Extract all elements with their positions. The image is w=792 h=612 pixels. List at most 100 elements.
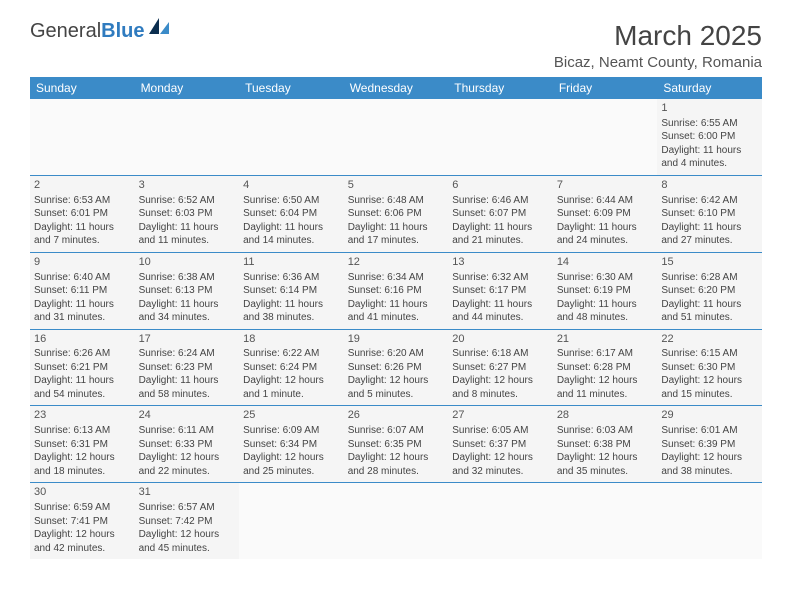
sunset-text: Sunset: 7:41 PM — [34, 515, 131, 529]
day-number: 16 — [34, 332, 131, 347]
day-number: 9 — [34, 255, 131, 270]
day-number: 11 — [243, 255, 340, 270]
day-number: 21 — [557, 332, 654, 347]
day-number: 12 — [348, 255, 445, 270]
sunrise-text: Sunrise: 6:53 AM — [34, 194, 131, 208]
daylight-text: Daylight: 12 hours and 18 minutes. — [34, 451, 131, 478]
calendar-day-cell: 28Sunrise: 6:03 AMSunset: 6:38 PMDayligh… — [553, 406, 658, 483]
sunset-text: Sunset: 6:21 PM — [34, 361, 131, 375]
weekday-header: Tuesday — [239, 77, 344, 99]
weekday-header: Sunday — [30, 77, 135, 99]
calendar-day-cell: 27Sunrise: 6:05 AMSunset: 6:37 PMDayligh… — [448, 406, 553, 483]
day-number: 17 — [139, 332, 236, 347]
sunrise-text: Sunrise: 6:34 AM — [348, 271, 445, 285]
calendar-day-cell — [553, 483, 658, 559]
daylight-text: Daylight: 11 hours and 54 minutes. — [34, 374, 131, 401]
sunrise-text: Sunrise: 6:13 AM — [34, 424, 131, 438]
day-number: 1 — [661, 101, 758, 116]
day-number: 14 — [557, 255, 654, 270]
day-number: 4 — [243, 178, 340, 193]
sunrise-text: Sunrise: 6:17 AM — [557, 347, 654, 361]
sunrise-text: Sunrise: 6:15 AM — [661, 347, 758, 361]
header: GeneralBlue March 2025 Bicaz, Neamt Coun… — [30, 20, 762, 71]
day-number: 20 — [452, 332, 549, 347]
calendar-day-cell: 25Sunrise: 6:09 AMSunset: 6:34 PMDayligh… — [239, 406, 344, 483]
weekday-header: Friday — [553, 77, 658, 99]
weekday-header-row: SundayMondayTuesdayWednesdayThursdayFrid… — [30, 77, 762, 99]
sunrise-text: Sunrise: 6:48 AM — [348, 194, 445, 208]
day-number: 30 — [34, 485, 131, 500]
sunrise-text: Sunrise: 6:26 AM — [34, 347, 131, 361]
sunset-text: Sunset: 6:09 PM — [557, 207, 654, 221]
calendar-week-row: 9Sunrise: 6:40 AMSunset: 6:11 PMDaylight… — [30, 252, 762, 329]
daylight-text: Daylight: 12 hours and 45 minutes. — [139, 528, 236, 555]
daylight-text: Daylight: 12 hours and 1 minute. — [243, 374, 340, 401]
weekday-header: Monday — [135, 77, 240, 99]
calendar-day-cell — [30, 99, 135, 175]
calendar-day-cell: 24Sunrise: 6:11 AMSunset: 6:33 PMDayligh… — [135, 406, 240, 483]
sunrise-text: Sunrise: 6:09 AM — [243, 424, 340, 438]
daylight-text: Daylight: 11 hours and 31 minutes. — [34, 298, 131, 325]
calendar-day-cell: 29Sunrise: 6:01 AMSunset: 6:39 PMDayligh… — [657, 406, 762, 483]
sunset-text: Sunset: 6:26 PM — [348, 361, 445, 375]
calendar-day-cell — [239, 99, 344, 175]
day-number: 23 — [34, 408, 131, 423]
calendar-week-row: 1Sunrise: 6:55 AMSunset: 6:00 PMDaylight… — [30, 99, 762, 175]
calendar-day-cell: 15Sunrise: 6:28 AMSunset: 6:20 PMDayligh… — [657, 252, 762, 329]
calendar-week-row: 2Sunrise: 6:53 AMSunset: 6:01 PMDaylight… — [30, 175, 762, 252]
calendar-table: SundayMondayTuesdayWednesdayThursdayFrid… — [30, 77, 762, 559]
sunset-text: Sunset: 6:20 PM — [661, 284, 758, 298]
daylight-text: Daylight: 11 hours and 27 minutes. — [661, 221, 758, 248]
sunset-text: Sunset: 6:28 PM — [557, 361, 654, 375]
sunset-text: Sunset: 6:16 PM — [348, 284, 445, 298]
day-number: 18 — [243, 332, 340, 347]
daylight-text: Daylight: 12 hours and 5 minutes. — [348, 374, 445, 401]
sunset-text: Sunset: 6:06 PM — [348, 207, 445, 221]
calendar-day-cell — [344, 99, 449, 175]
sunset-text: Sunset: 6:04 PM — [243, 207, 340, 221]
sunrise-text: Sunrise: 6:44 AM — [557, 194, 654, 208]
logo: GeneralBlue — [30, 20, 171, 43]
month-title: March 2025 — [554, 20, 762, 52]
sunset-text: Sunset: 6:00 PM — [661, 130, 758, 144]
daylight-text: Daylight: 12 hours and 8 minutes. — [452, 374, 549, 401]
sunrise-text: Sunrise: 6:59 AM — [34, 501, 131, 515]
sunset-text: Sunset: 6:14 PM — [243, 284, 340, 298]
sunrise-text: Sunrise: 6:24 AM — [139, 347, 236, 361]
sunset-text: Sunset: 6:38 PM — [557, 438, 654, 452]
sunset-text: Sunset: 6:34 PM — [243, 438, 340, 452]
calendar-day-cell: 9Sunrise: 6:40 AMSunset: 6:11 PMDaylight… — [30, 252, 135, 329]
calendar-day-cell — [553, 99, 658, 175]
daylight-text: Daylight: 11 hours and 48 minutes. — [557, 298, 654, 325]
daylight-text: Daylight: 12 hours and 25 minutes. — [243, 451, 340, 478]
day-number: 29 — [661, 408, 758, 423]
sunset-text: Sunset: 6:33 PM — [139, 438, 236, 452]
sunset-text: Sunset: 6:23 PM — [139, 361, 236, 375]
calendar-day-cell: 14Sunrise: 6:30 AMSunset: 6:19 PMDayligh… — [553, 252, 658, 329]
title-block: March 2025 Bicaz, Neamt County, Romania — [554, 20, 762, 71]
sunrise-text: Sunrise: 6:36 AM — [243, 271, 340, 285]
sunrise-text: Sunrise: 6:55 AM — [661, 117, 758, 131]
day-number: 31 — [139, 485, 236, 500]
calendar-day-cell: 7Sunrise: 6:44 AMSunset: 6:09 PMDaylight… — [553, 175, 658, 252]
daylight-text: Daylight: 11 hours and 24 minutes. — [557, 221, 654, 248]
sunrise-text: Sunrise: 6:20 AM — [348, 347, 445, 361]
daylight-text: Daylight: 11 hours and 14 minutes. — [243, 221, 340, 248]
daylight-text: Daylight: 12 hours and 35 minutes. — [557, 451, 654, 478]
calendar-day-cell: 22Sunrise: 6:15 AMSunset: 6:30 PMDayligh… — [657, 329, 762, 406]
day-number: 10 — [139, 255, 236, 270]
day-number: 15 — [661, 255, 758, 270]
calendar-day-cell: 23Sunrise: 6:13 AMSunset: 6:31 PMDayligh… — [30, 406, 135, 483]
calendar-day-cell — [239, 483, 344, 559]
calendar-day-cell — [448, 99, 553, 175]
sunset-text: Sunset: 6:31 PM — [34, 438, 131, 452]
sunset-text: Sunset: 6:35 PM — [348, 438, 445, 452]
calendar-day-cell: 26Sunrise: 6:07 AMSunset: 6:35 PMDayligh… — [344, 406, 449, 483]
daylight-text: Daylight: 11 hours and 17 minutes. — [348, 221, 445, 248]
sunrise-text: Sunrise: 6:32 AM — [452, 271, 549, 285]
calendar-day-cell: 18Sunrise: 6:22 AMSunset: 6:24 PMDayligh… — [239, 329, 344, 406]
day-number: 3 — [139, 178, 236, 193]
day-number: 13 — [452, 255, 549, 270]
sunset-text: Sunset: 6:30 PM — [661, 361, 758, 375]
daylight-text: Daylight: 12 hours and 22 minutes. — [139, 451, 236, 478]
